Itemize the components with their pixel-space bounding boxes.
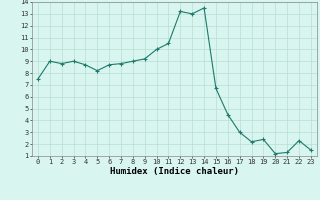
X-axis label: Humidex (Indice chaleur): Humidex (Indice chaleur) (110, 167, 239, 176)
